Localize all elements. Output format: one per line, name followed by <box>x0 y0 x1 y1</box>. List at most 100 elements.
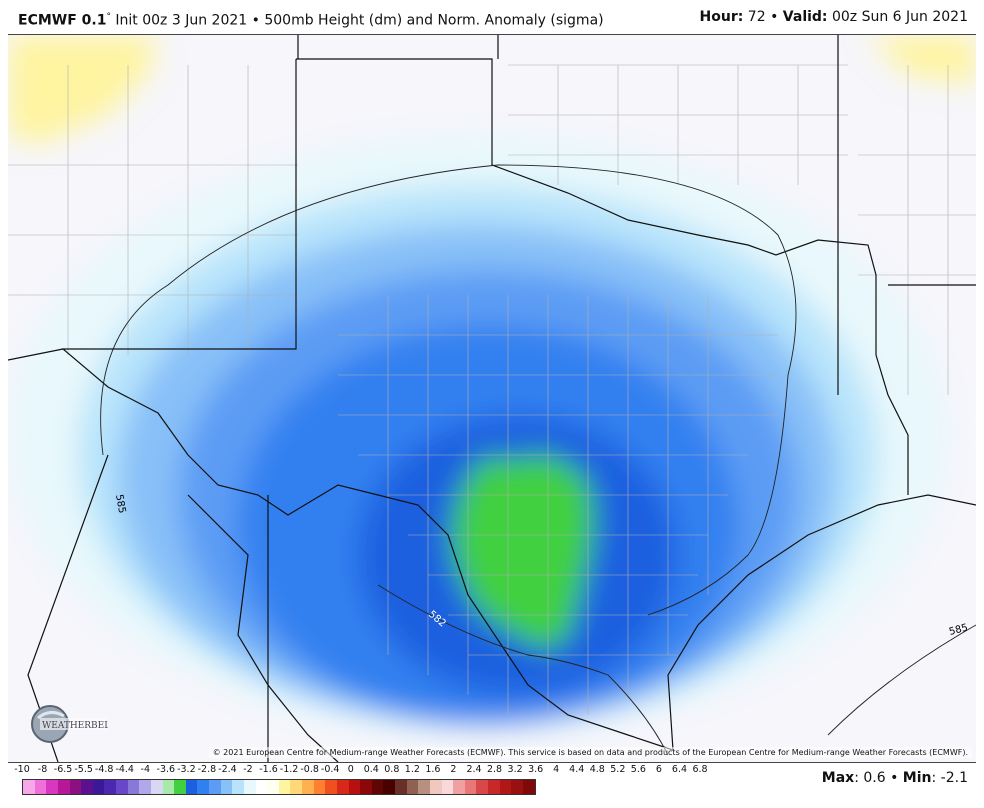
contour-label: 585 <box>948 622 969 638</box>
legend-tick-label: -3.6 <box>156 764 176 775</box>
contour-label: 585 <box>113 494 127 515</box>
legend-tick-label: 1.6 <box>425 764 441 775</box>
legend-swatch <box>278 780 291 794</box>
legend-tick-label: 2.8 <box>486 764 503 775</box>
legend-swatch <box>429 780 442 794</box>
anomaly-legend: -10 -8 -6.5 -5.5 -4.8 -4.4 -4 -3.6 -3.2 -2.8 -2.4-… <box>14 764 708 804</box>
legend-swatch <box>499 780 512 794</box>
model-name: ECMWF 0.1 <box>18 12 107 29</box>
legend-tick-label: -1.6 <box>259 764 278 775</box>
init-time: Init 00z 3 Jun 2021 <box>115 12 248 29</box>
legend-swatch <box>488 780 500 794</box>
legend-swatch <box>243 780 256 794</box>
legend-swatch <box>302 780 314 794</box>
state-borders <box>8 35 976 762</box>
legend-tick-label: -4.4 <box>115 764 134 775</box>
legend-swatch <box>313 780 326 794</box>
legend-swatch <box>220 780 233 794</box>
hour-label: Hour: <box>699 9 744 25</box>
legend-swatch <box>371 780 384 794</box>
texas-gulf-coast <box>667 494 976 751</box>
header-left: ECMWF 0.1° Init 00z 3 Jun 2021 • 500mb H… <box>18 12 604 29</box>
separator: • <box>770 9 779 25</box>
legend-tick-label: -2.4 <box>218 764 237 775</box>
legend-tick-label: 3.2 <box>507 764 523 775</box>
legend-tick-label: 4.4 <box>569 764 585 775</box>
legend-swatch <box>34 780 47 794</box>
legend-tick-label: -2 <box>243 764 253 775</box>
county-lines <box>8 64 976 715</box>
map-canvas: 585 582 585 <box>8 35 976 762</box>
legend-swatch <box>150 780 163 794</box>
legend-tick-label: 5.2 <box>610 764 626 775</box>
legend-swatch <box>162 780 175 794</box>
legend-swatch <box>185 780 198 794</box>
legend-tick-label: 1.2 <box>404 764 420 775</box>
texas-border-east <box>875 354 909 495</box>
min-value: -2.1 <box>940 770 968 786</box>
valid-value: 00z Sun 6 Jun 2021 <box>831 9 968 25</box>
legend-tick-label: -2.8 <box>197 764 217 775</box>
legend-tick-label: 6.8 <box>692 764 708 775</box>
legend-swatch <box>174 780 186 794</box>
legend-tick-label: -5.5 <box>74 764 93 775</box>
legend-color-bar <box>22 779 536 795</box>
anomaly-field <box>8 35 976 735</box>
legend-tick-label: -8 <box>37 764 48 775</box>
legend-tick-label: 2 <box>450 764 457 775</box>
contour-582 <box>377 584 669 756</box>
legend-swatch <box>232 780 244 794</box>
legend-swatch <box>511 780 523 794</box>
legend-tick-label: 2.4 <box>466 764 482 775</box>
separator: • <box>251 12 260 29</box>
legend-swatch <box>139 780 151 794</box>
legend-swatch <box>360 780 372 794</box>
legend-swatch <box>476 780 488 794</box>
nm-border <box>8 348 64 361</box>
legend-tick-label: 6.4 <box>671 764 688 775</box>
legend-tick-label: -0.8 <box>300 764 319 775</box>
header-right: Hour: 72 • Valid: 00z Sun 6 Jun 2021 <box>700 0 968 34</box>
legend-swatch <box>464 780 477 794</box>
legend-swatch <box>395 780 407 794</box>
legend-tick-label: 6 <box>655 764 662 775</box>
weatherbell-logo: WEATHERBELL <box>22 702 108 744</box>
legend-swatch <box>23 780 35 794</box>
legend-tick-label: -3.2 <box>177 764 196 775</box>
legend-swatch <box>522 780 535 794</box>
map-header: ECMWF 0.1° Init 00z 3 Jun 2021 • 500mb H… <box>0 0 984 34</box>
legend-tick-label: -0.4 <box>320 764 340 775</box>
legend-swatch <box>127 780 140 794</box>
positive-anomaly-nw <box>8 35 158 145</box>
height-contours <box>100 164 976 756</box>
hour-value: 72 <box>747 9 766 25</box>
legend-tick-label: 0 <box>347 764 354 775</box>
legend-tick-label: 0.4 <box>363 764 379 775</box>
legend-swatch <box>104 780 116 794</box>
legend-swatch <box>209 780 221 794</box>
legend-tick-label: -4.8 <box>94 764 114 775</box>
legend-swatch <box>453 780 465 794</box>
contour-585 <box>100 164 797 616</box>
legend-swatch <box>383 780 395 794</box>
max-min-readout: Max: 0.6 • Min: -2.1 <box>821 770 968 786</box>
min-label: Min <box>902 770 932 786</box>
legend-labels: -10 -8 -6.5 -5.5 -4.8 -4.4 -4 -3.6 -3.2 -2.8 -2.4-… <box>14 764 708 778</box>
legend-swatch <box>325 780 337 794</box>
legend-swatch <box>116 780 128 794</box>
logo-text: WEATHERBELL <box>42 721 108 731</box>
legend-tick-label: -4 <box>140 764 151 775</box>
weatherbell-logo-icon: WEATHERBELL <box>31 705 108 743</box>
copyright-notice: © 2021 European Centre for Medium-range … <box>208 747 972 758</box>
legend-swatch <box>46 780 58 794</box>
legend-tick-label: -10 <box>14 764 30 775</box>
strong-negative-anomaly <box>452 454 594 649</box>
legend-swatch <box>441 780 454 794</box>
state-border-north <box>296 58 877 355</box>
legend-swatch <box>57 780 70 794</box>
max-label: Max <box>821 770 855 786</box>
legend-swatch <box>336 780 349 794</box>
product-name: 500mb Height (dm) and Norm. Anomaly (sig… <box>264 12 604 29</box>
legend-tick-label: 4.8 <box>589 764 605 775</box>
weather-map: 585 582 585 WEATHERBELL © 2021 European … <box>8 34 976 763</box>
